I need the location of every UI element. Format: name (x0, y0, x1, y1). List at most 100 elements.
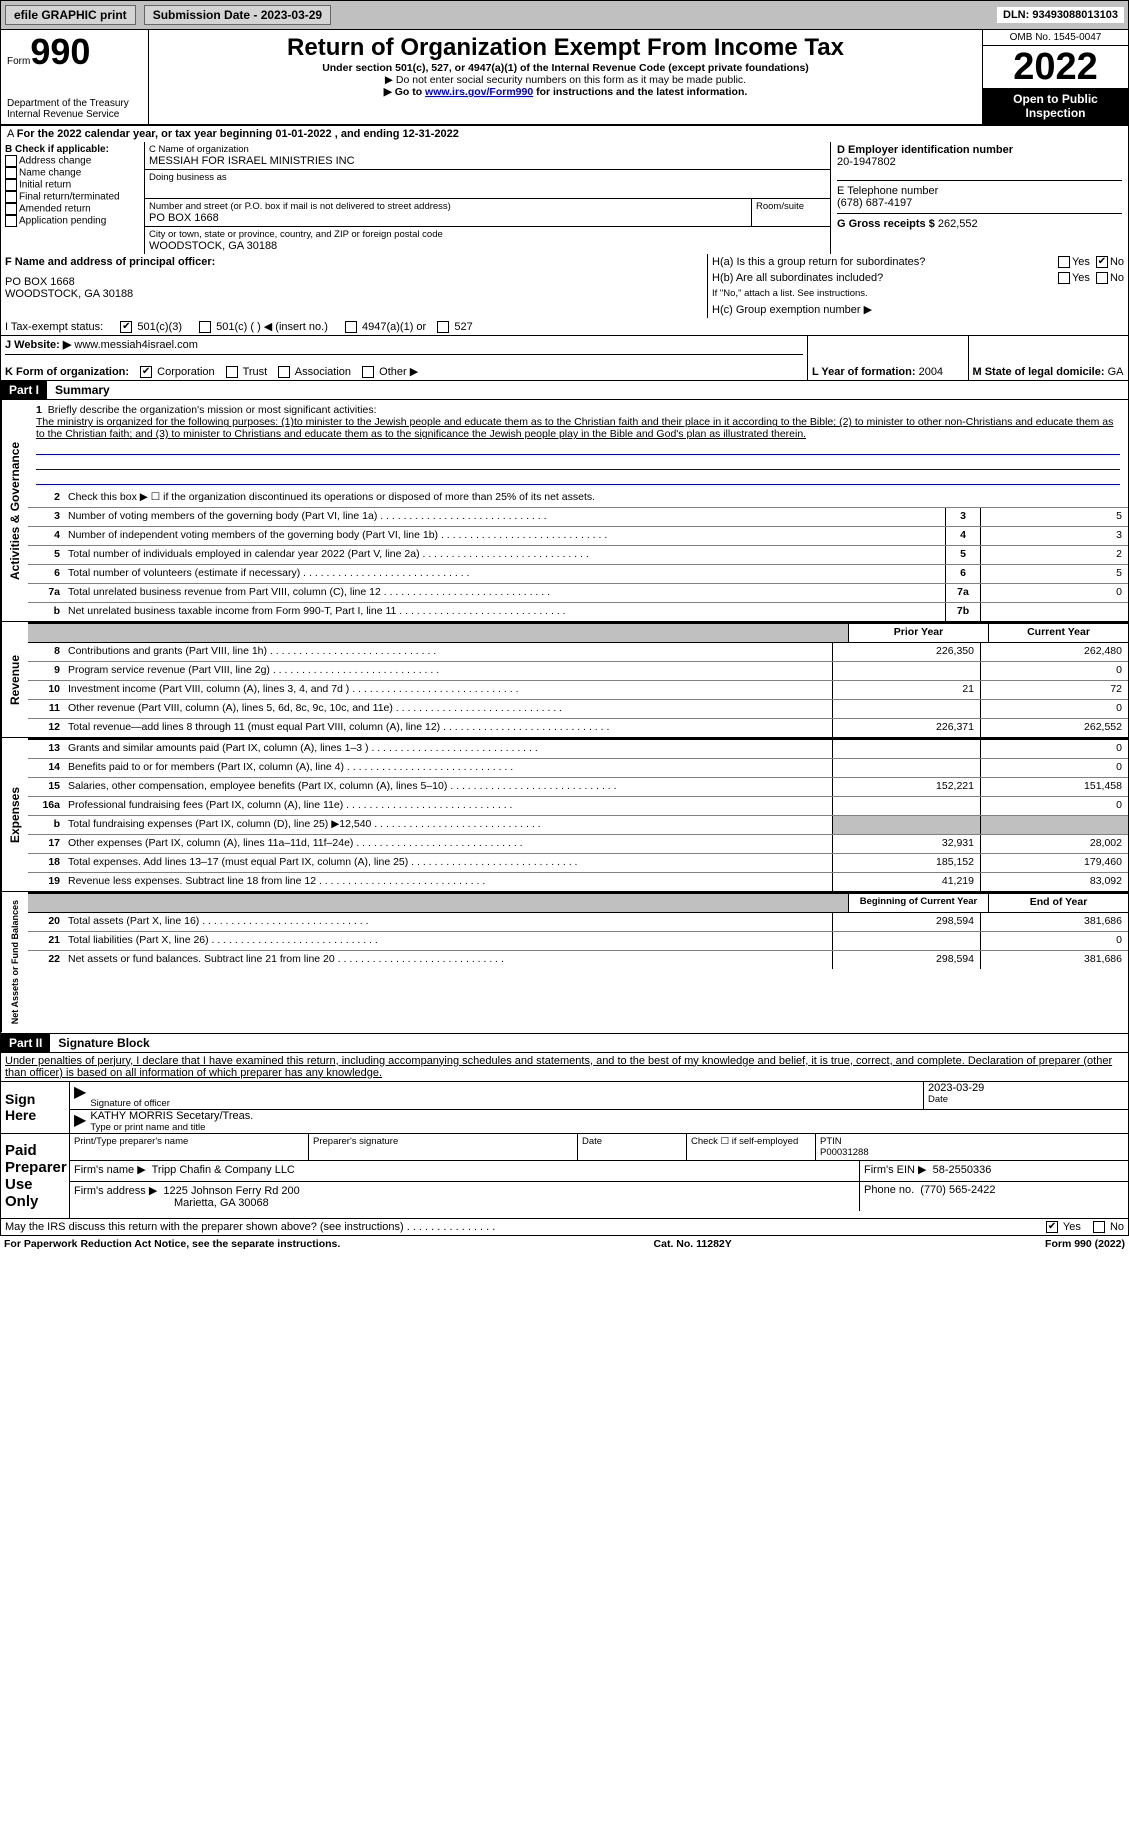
summary-row: 6Total number of volunteers (estimate if… (28, 565, 1128, 584)
line-num: 14 (28, 759, 64, 777)
dba-label: Doing business as (149, 172, 826, 183)
box-k-label: K Form of organization: (5, 366, 129, 378)
form-assoc[interactable]: Association (278, 366, 351, 378)
mission-blank2 (36, 455, 1120, 470)
mission-text: The ministry is organized for the follow… (36, 416, 1113, 440)
footer-row: For Paperwork Reduction Act Notice, see … (0, 1236, 1129, 1252)
summary-row: 17Other expenses (Part IX, column (A), l… (28, 835, 1128, 854)
tax-501c[interactable]: 501(c) ( ) ◀ (insert no.) (199, 321, 328, 333)
check-amended-return[interactable]: Amended return (5, 203, 140, 215)
officer-name-label: Type or print name and title (90, 1122, 1128, 1133)
line-label: Total number of individuals employed in … (64, 546, 945, 564)
period-text: For the 2022 calendar year, or tax year … (17, 128, 459, 140)
hc-label: H(c) Group exemption number ▶ (708, 301, 1128, 318)
hb-no[interactable]: No (1096, 272, 1124, 284)
prior-value: 298,594 (832, 951, 980, 969)
dept-irs: Internal Revenue Service (7, 109, 142, 120)
summary-row: 9Program service revenue (Part VIII, lin… (28, 662, 1128, 681)
box-c: C Name of organization MESSIAH FOR ISRAE… (145, 142, 831, 254)
form-corp[interactable]: Corporation (140, 366, 215, 378)
line-box: 6 (945, 565, 980, 583)
tax-527[interactable]: 527 (437, 321, 472, 333)
form-other[interactable]: Other ▶ (362, 366, 418, 378)
tax-4947[interactable]: 4947(a)(1) or (345, 321, 426, 333)
officer-sig-field[interactable] (90, 1082, 923, 1098)
check-name-change[interactable]: Name change (5, 167, 140, 179)
summary-row: 13Grants and similar amounts paid (Part … (28, 738, 1128, 759)
hb-label: H(b) Are all subordinates included? (712, 272, 1058, 284)
hb-row: H(b) Are all subordinates included? Yes … (708, 270, 1128, 286)
current-value: 381,686 (980, 913, 1128, 931)
line-box: 7a (945, 584, 980, 602)
line2-label: Check this box ▶ ☐ if the organization d… (64, 489, 1128, 507)
form-number: 990 (30, 31, 90, 72)
line-box: 4 (945, 527, 980, 545)
irs-link[interactable]: www.irs.gov/Form990 (425, 86, 533, 98)
form-trust[interactable]: Trust (226, 366, 268, 378)
line-label: Other revenue (Part VIII, column (A), li… (64, 700, 832, 718)
officer-addr2: WOODSTOCK, GA 30188 (5, 288, 703, 300)
discuss-row: May the IRS discuss this return with the… (0, 1219, 1129, 1236)
line-label: Program service revenue (Part VIII, line… (64, 662, 832, 680)
part1-title: Summary (47, 381, 118, 399)
phone-value: (678) 687-4197 (837, 197, 1122, 209)
line-value: 5 (980, 508, 1128, 526)
check-final-return[interactable]: Final return/terminated (5, 191, 140, 203)
line-label: Total unrelated business revenue from Pa… (64, 584, 945, 602)
activities-governance-section: Activities & Governance 1 Briefly descri… (0, 400, 1129, 622)
dln-label: DLN: 93493088013103 (997, 7, 1124, 23)
tax-501c3[interactable]: 501(c)(3) (120, 321, 182, 333)
line-num: 3 (28, 508, 64, 526)
ein-label: D Employer identification number (837, 144, 1122, 156)
main-title: Return of Organization Exempt From Incom… (157, 34, 974, 62)
end-year-header: End of Year (988, 894, 1128, 912)
part1-header-row: Part I Summary (0, 381, 1129, 400)
website-value: www.messiah4israel.com (74, 339, 197, 351)
check-application-pending[interactable]: Application pending (5, 215, 140, 227)
line-num: 13 (28, 740, 64, 758)
firm-addr1: 1225 Johnson Ferry Rd 200 (163, 1185, 299, 1197)
prior-value: 41,219 (832, 873, 980, 891)
line-label: Total fundraising expenses (Part IX, col… (64, 816, 832, 834)
state-domicile-value: GA (1108, 366, 1124, 378)
box-f-label: F Name and address of principal officer: (5, 256, 703, 268)
street-label: Number and street (or P.O. box if mail i… (149, 201, 747, 212)
ha-row: H(a) Is this a group return for subordin… (708, 254, 1128, 270)
sig-date-label: Date (928, 1094, 1128, 1105)
lm-box: L Year of formation: 2004 M State of leg… (807, 336, 1128, 380)
line-label: Other expenses (Part IX, column (A), lin… (64, 835, 832, 853)
tax-year: 2022 (983, 46, 1128, 88)
ha-no[interactable]: No (1096, 256, 1124, 268)
discuss-no[interactable]: No (1093, 1221, 1124, 1233)
firm-name: Tripp Chafin & Company LLC (152, 1164, 295, 1176)
ptin-label: PTIN (820, 1136, 1124, 1147)
discuss-yes[interactable]: Yes (1046, 1221, 1081, 1233)
rev-spacer (28, 624, 848, 642)
line-label: Total assets (Part X, line 16) . . . . .… (64, 913, 832, 931)
efile-print-button[interactable]: efile GRAPHIC print (5, 5, 136, 25)
discuss-label: May the IRS discuss this return with the… (5, 1221, 404, 1233)
firm-addr-label: Firm's address ▶ (74, 1185, 157, 1197)
submission-date-button[interactable]: Submission Date - 2023-03-29 (144, 5, 331, 25)
prior-value (832, 740, 980, 758)
prior-year-header: Prior Year (848, 624, 988, 642)
officer-addr1: PO BOX 1668 (5, 276, 703, 288)
line-box: 3 (945, 508, 980, 526)
title-center: Return of Organization Exempt From Incom… (149, 30, 982, 124)
prior-value: 21 (832, 681, 980, 699)
line-num: 16a (28, 797, 64, 815)
prior-value: 226,350 (832, 643, 980, 661)
prep-check-col[interactable]: Check ☐ if self-employed (687, 1134, 816, 1160)
cat-no: Cat. No. 11282Y (340, 1238, 1045, 1250)
hb-yes[interactable]: Yes (1058, 272, 1090, 284)
ha-yes[interactable]: Yes (1058, 256, 1090, 268)
firm-ein-label: Firm's EIN ▶ (864, 1164, 927, 1176)
check-initial-return[interactable]: Initial return (5, 179, 140, 191)
title-right: OMB No. 1545-0047 2022 Open to Public In… (982, 30, 1128, 124)
ssn-note: ▶ Do not enter social security numbers o… (157, 74, 974, 86)
prep-date-col: Date (578, 1134, 687, 1160)
side-label-netassets: Net Assets or Fund Balances (1, 892, 28, 1032)
arrow-icon: ▶ (70, 1110, 90, 1133)
prior-value (832, 662, 980, 680)
check-address-change[interactable]: Address change (5, 155, 140, 167)
